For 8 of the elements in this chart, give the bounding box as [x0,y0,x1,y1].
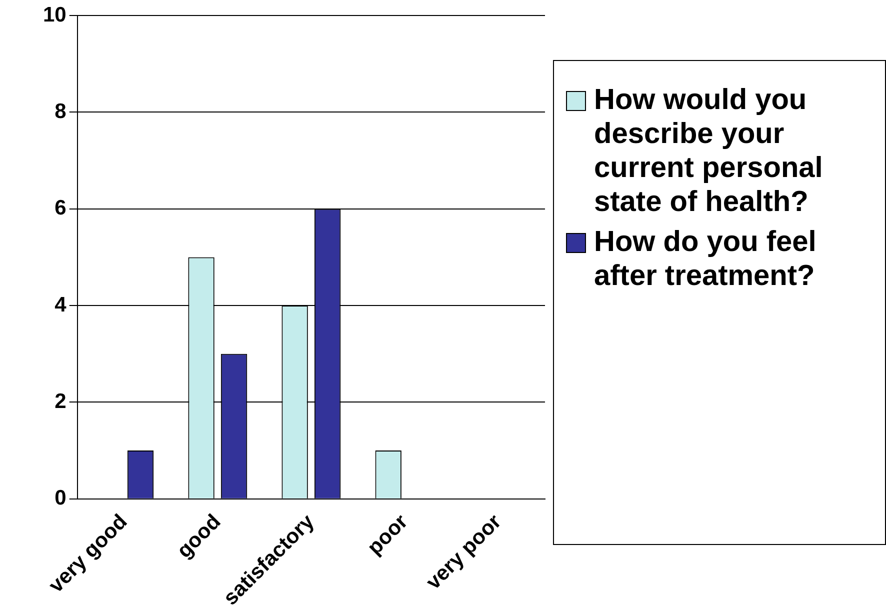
y-tick-label: 2 [54,390,66,413]
y-tick-label: 8 [54,100,67,124]
y-tick-label: 0 [54,486,66,510]
legend-label: How would you describe your current personal state of health? [594,83,824,219]
y-tick-label: 6 [54,196,66,220]
y-tick-label: 4 [54,293,67,316]
y-tick-label: 10 [43,3,66,26]
legend-label: How do you feel after treatment? [594,225,818,293]
